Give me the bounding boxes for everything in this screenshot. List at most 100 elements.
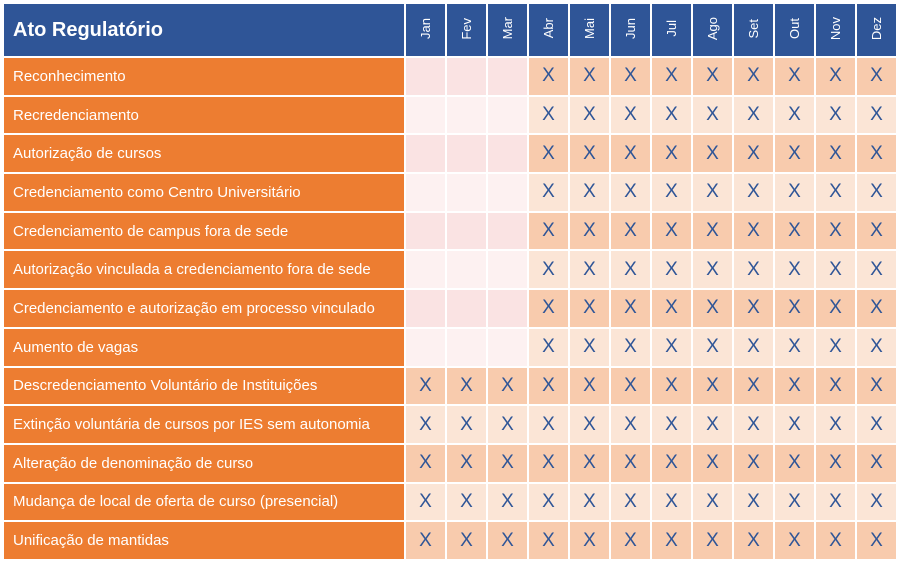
act-label: Autorização de cursos bbox=[4, 135, 404, 173]
table-row: Mudança de local de oferta de curso (pre… bbox=[4, 483, 896, 521]
month-mark: X bbox=[529, 251, 568, 289]
month-mark: X bbox=[693, 444, 732, 482]
month-empty bbox=[447, 290, 486, 327]
month-mark: X bbox=[570, 522, 609, 559]
month-mark: X bbox=[775, 174, 814, 211]
month-header: Jun bbox=[611, 4, 650, 56]
month-mark: X bbox=[816, 328, 855, 366]
month-mark: X bbox=[570, 135, 609, 173]
month-empty bbox=[406, 212, 445, 250]
month-mark: X bbox=[693, 96, 732, 134]
month-mark: X bbox=[816, 367, 855, 405]
month-label: Jan bbox=[418, 18, 433, 39]
month-mark: X bbox=[857, 58, 896, 95]
month-mark: X bbox=[775, 290, 814, 327]
table-row: Unificação de mantidas X X X X X X X X X X X X bbox=[4, 522, 896, 559]
month-empty bbox=[488, 174, 527, 211]
month-mark: X bbox=[529, 367, 568, 405]
month-mark: X bbox=[529, 406, 568, 443]
month-mark: X bbox=[734, 212, 773, 250]
month-mark: X bbox=[734, 444, 773, 482]
month-header: Mai bbox=[570, 4, 609, 56]
act-label: Recredenciamento bbox=[4, 96, 404, 134]
month-mark: X bbox=[570, 406, 609, 443]
month-mark: X bbox=[611, 444, 650, 482]
month-mark: X bbox=[652, 96, 691, 134]
month-mark: X bbox=[652, 290, 691, 327]
month-label: Set bbox=[746, 18, 761, 39]
month-empty bbox=[488, 251, 527, 289]
month-mark: X bbox=[611, 406, 650, 443]
month-mark: X bbox=[693, 328, 732, 366]
act-label: Credenciamento como Centro Universitário bbox=[4, 174, 404, 211]
month-empty bbox=[406, 251, 445, 289]
month-label: Jul bbox=[664, 20, 679, 37]
month-mark: X bbox=[693, 251, 732, 289]
month-mark: X bbox=[857, 522, 896, 559]
month-mark: X bbox=[488, 406, 527, 443]
month-label: Mai bbox=[582, 18, 597, 39]
table-row: Credenciamento como Centro Universitário… bbox=[4, 174, 896, 211]
act-label: Autorização vinculada a credenciamento f… bbox=[4, 251, 404, 289]
act-label: Unificação de mantidas bbox=[4, 522, 404, 559]
month-empty bbox=[488, 58, 527, 95]
month-mark: X bbox=[734, 406, 773, 443]
month-mark: X bbox=[652, 328, 691, 366]
month-mark: X bbox=[529, 135, 568, 173]
month-mark: X bbox=[734, 290, 773, 327]
month-label: Mar bbox=[500, 17, 515, 40]
month-mark: X bbox=[529, 522, 568, 559]
month-mark: X bbox=[406, 444, 445, 482]
month-mark: X bbox=[734, 367, 773, 405]
month-mark: X bbox=[734, 251, 773, 289]
month-mark: X bbox=[816, 135, 855, 173]
month-header: Jan bbox=[406, 4, 445, 56]
month-mark: X bbox=[611, 328, 650, 366]
month-header: Fev bbox=[447, 4, 486, 56]
act-label: Reconhecimento bbox=[4, 58, 404, 95]
month-mark: X bbox=[652, 367, 691, 405]
month-mark: X bbox=[570, 251, 609, 289]
month-mark: X bbox=[857, 96, 896, 134]
month-mark: X bbox=[611, 174, 650, 211]
month-mark: X bbox=[652, 483, 691, 521]
month-mark: X bbox=[570, 212, 609, 250]
month-mark: X bbox=[857, 406, 896, 443]
month-header: Ago bbox=[693, 4, 732, 56]
month-mark: X bbox=[734, 522, 773, 559]
month-label: Abr bbox=[541, 18, 556, 39]
month-mark: X bbox=[488, 483, 527, 521]
month-mark: X bbox=[529, 96, 568, 134]
month-empty bbox=[406, 328, 445, 366]
month-mark: X bbox=[775, 58, 814, 95]
month-mark: X bbox=[816, 483, 855, 521]
table-row: Autorização vinculada a credenciamento f… bbox=[4, 251, 896, 289]
month-mark: X bbox=[693, 406, 732, 443]
month-empty bbox=[406, 174, 445, 211]
table-title: Ato Regulatório bbox=[4, 4, 404, 56]
month-mark: X bbox=[611, 290, 650, 327]
month-mark: X bbox=[652, 135, 691, 173]
month-mark: X bbox=[611, 367, 650, 405]
month-mark: X bbox=[570, 444, 609, 482]
month-mark: X bbox=[775, 328, 814, 366]
month-mark: X bbox=[693, 522, 732, 559]
month-mark: X bbox=[693, 290, 732, 327]
table-row: Alteração de denominação de curso X X X X X X X… bbox=[4, 444, 896, 482]
month-mark: X bbox=[775, 444, 814, 482]
month-empty bbox=[488, 96, 527, 134]
month-mark: X bbox=[857, 290, 896, 327]
table-row: Recredenciamento X X X X X X X X X bbox=[4, 96, 896, 134]
month-mark: X bbox=[529, 444, 568, 482]
month-mark: X bbox=[652, 406, 691, 443]
month-mark: X bbox=[529, 290, 568, 327]
month-header: Out bbox=[775, 4, 814, 56]
month-mark: X bbox=[570, 96, 609, 134]
month-mark: X bbox=[652, 58, 691, 95]
month-mark: X bbox=[652, 251, 691, 289]
month-mark: X bbox=[406, 406, 445, 443]
month-mark: X bbox=[775, 251, 814, 289]
table-row: Aumento de vagas X X X X X X X X X bbox=[4, 328, 896, 366]
month-mark: X bbox=[734, 328, 773, 366]
month-mark: X bbox=[570, 483, 609, 521]
